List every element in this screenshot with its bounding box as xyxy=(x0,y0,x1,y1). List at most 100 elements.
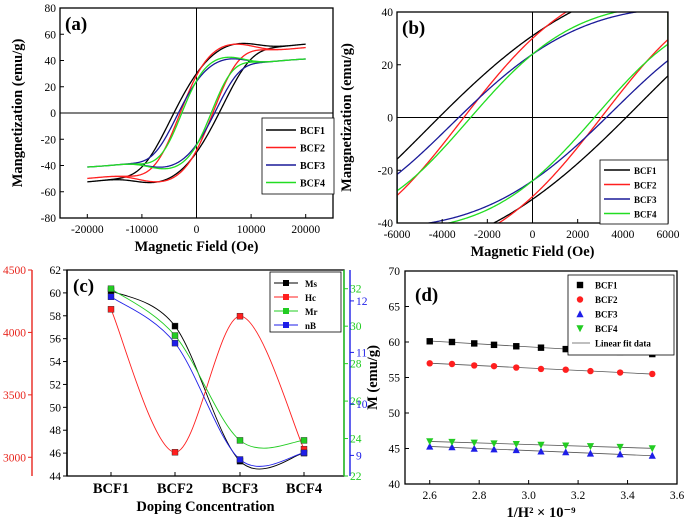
data-point-bcf2 xyxy=(448,360,456,368)
y-tick-label: -40 xyxy=(378,218,394,230)
series-line-bcf4 xyxy=(397,12,668,223)
x-tick-label: 0 xyxy=(194,224,200,236)
y-tick-label: 60 xyxy=(45,29,57,41)
y-tick-label: 4500 xyxy=(3,265,26,277)
data-point-bcf3 xyxy=(448,443,456,451)
series-line-ms xyxy=(110,290,305,470)
y-tick-label: 58 xyxy=(50,311,62,323)
y-tick-label: 22 xyxy=(350,471,362,483)
data-point-bcf2 xyxy=(616,369,624,376)
series-line-bcf3 xyxy=(397,12,668,223)
legend-label-mr: Mr xyxy=(305,307,318,317)
y-tick-label: -60 xyxy=(41,187,57,199)
panel-label: (a) xyxy=(65,14,87,35)
data-point-bcf1 xyxy=(513,343,520,350)
data-point-bcf3 xyxy=(616,450,624,458)
y-tick-label: -80 xyxy=(41,213,57,225)
y-tick-label: 52 xyxy=(50,379,62,391)
data-point-bcf3 xyxy=(537,447,545,455)
legend-swatch-bcf4 xyxy=(576,325,584,333)
data-point-bcf4 xyxy=(426,438,434,446)
y-tick-label: 0 xyxy=(387,113,393,125)
x-category-label: BCF1 xyxy=(93,481,129,497)
legend: BCF1 BCF2 BCF3 BCF4 Linear fit data xyxy=(567,274,675,356)
data-point-bcf1 xyxy=(490,341,498,349)
legend-label-ms: Ms xyxy=(305,279,317,289)
series-group xyxy=(397,12,668,223)
y-tick-label: 48 xyxy=(50,425,62,437)
panel-label: (c) xyxy=(73,276,94,297)
y-tick-label: 65 xyxy=(389,302,401,314)
x-tick-label: 0 xyxy=(530,229,536,241)
legend-swatch-hc xyxy=(283,294,289,300)
y-tick-label: 50 xyxy=(50,402,62,414)
data-point-bcf2 xyxy=(471,362,478,369)
data-point-bcf4 xyxy=(512,441,520,449)
legend-swatch-ms xyxy=(283,280,289,286)
legend-label-bcf4: BCF4 xyxy=(595,324,618,334)
legend-label-bcf4: BCF4 xyxy=(634,210,657,220)
data-point-mr xyxy=(171,332,179,339)
x-tick-label: 2.8 xyxy=(472,490,487,502)
y-tick-label: 54 xyxy=(50,357,62,369)
x-tick-label: 6000 xyxy=(657,229,680,241)
y-tick-label: 40 xyxy=(382,7,394,19)
y-tick-label: 26 xyxy=(350,396,362,408)
data-point-bcf4 xyxy=(562,442,570,450)
x-tick-label: -2000 xyxy=(474,229,501,241)
legend-label-hc: Hc xyxy=(305,293,316,303)
panel-d: 2.6 2.8 3.0 3.2 3.4 3.6 40 45 50 55 60 65 70 1/H² × 1… xyxy=(365,266,684,521)
y-axis-left: 44 46 48 50 52 54 56 58 60 62 xyxy=(50,265,68,483)
series-line-bcf4 xyxy=(87,56,306,170)
x-category-label: BCF2 xyxy=(157,481,193,497)
y-axis-right: 22 24 26 28 30 32 xyxy=(343,270,362,483)
data-point-bcf3 xyxy=(490,445,498,453)
y-axis-title: Mangnetization (emu/g) xyxy=(10,39,26,188)
x-axis-title: Doping Concentration xyxy=(136,499,274,515)
panel-label: (b) xyxy=(402,18,425,39)
y-tick-label: 44 xyxy=(50,471,62,483)
data-point-nb xyxy=(300,449,308,457)
data-point-bcf1 xyxy=(471,340,478,347)
data-point-bcf3 xyxy=(562,448,570,456)
y-tick-label: 50 xyxy=(389,408,401,420)
legend-label-bcf2: BCF2 xyxy=(634,181,657,191)
data-point-nb xyxy=(236,456,244,463)
y-tick-label: 9 xyxy=(356,450,362,462)
data-point-bcf3 xyxy=(426,442,434,450)
y-tick-label: 55 xyxy=(389,373,401,385)
y-tick-label: 24 xyxy=(350,434,362,446)
data-point-hc xyxy=(107,306,115,313)
x-tick-label: -20000 xyxy=(71,224,104,236)
x-tick-label: -6000 xyxy=(384,229,411,241)
data-point-mr xyxy=(236,437,244,444)
x-tick-label: 3.0 xyxy=(521,490,536,502)
y-tick-label: -20 xyxy=(378,165,394,177)
y-tick-label: 62 xyxy=(50,265,62,277)
y-tick-label: 70 xyxy=(389,266,401,278)
legend: BCF1 BCF2 BCF3 BCF4 xyxy=(599,159,669,225)
data-point-bcf1 xyxy=(448,338,456,346)
series-line-mr xyxy=(110,288,305,449)
series-group xyxy=(426,338,656,459)
data-point-bcf2 xyxy=(649,370,656,378)
legend-label-bcf3: BCF3 xyxy=(595,310,618,320)
legend-swatch-bcf3 xyxy=(576,310,584,318)
x-axis-title: 1/H² × 10⁻⁹ xyxy=(507,505,577,521)
y-tick-label: 20 xyxy=(45,82,57,94)
data-point-bcf3 xyxy=(586,449,595,457)
y-tick-label: 60 xyxy=(50,288,62,300)
legend-label-bcf1: BCF1 xyxy=(595,281,618,291)
series-line-bcf1 xyxy=(397,12,668,223)
data-point-nb xyxy=(171,339,179,347)
data-point-bcf2 xyxy=(513,364,520,371)
data-point-bcf2 xyxy=(426,360,433,367)
series-line-nb xyxy=(110,296,305,467)
data-point-bcf1 xyxy=(426,338,433,345)
data-point-bcf1 xyxy=(537,344,545,351)
series-group xyxy=(107,285,308,470)
y-tick-label: 20 xyxy=(382,60,394,72)
data-point-bcf3 xyxy=(648,451,656,459)
y-axis-far-left: 3000 3500 4000 4500 xyxy=(3,265,33,476)
panel-b: -6000 -4000 -2000 0 2000 4000 6000 -40 -20 0 20 40 M… xyxy=(339,7,680,260)
